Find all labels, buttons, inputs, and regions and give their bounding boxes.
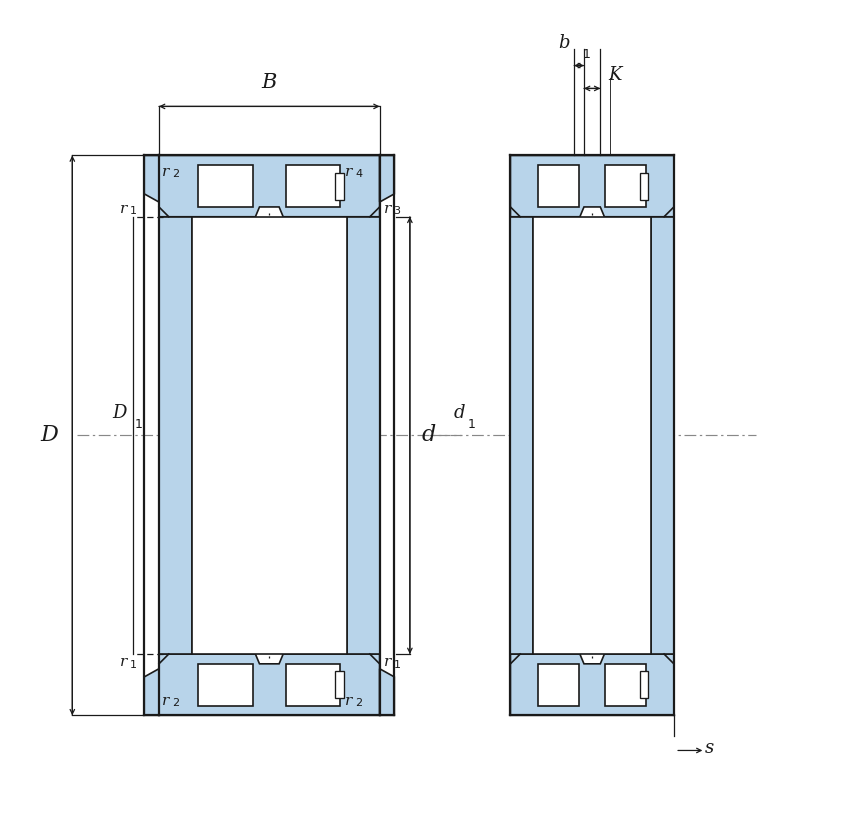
Text: r: r [162,165,170,178]
Polygon shape [510,654,674,716]
Text: 1: 1 [135,419,142,431]
Polygon shape [651,217,674,654]
Polygon shape [159,217,192,654]
Text: r: r [383,656,391,669]
Text: r: r [119,202,127,215]
Text: r: r [346,694,352,707]
Text: r: r [346,165,352,178]
Polygon shape [198,165,252,207]
Polygon shape [606,664,646,706]
Polygon shape [606,165,646,207]
Polygon shape [379,669,394,716]
Polygon shape [145,155,159,202]
Text: b: b [558,34,570,53]
Polygon shape [286,165,340,207]
Text: s: s [705,739,714,757]
Text: r: r [162,694,170,707]
Polygon shape [639,173,648,199]
Polygon shape [159,155,379,217]
Text: 2: 2 [172,169,179,179]
Polygon shape [510,155,674,217]
Polygon shape [533,217,651,654]
Text: 4: 4 [355,169,362,179]
Text: d: d [421,425,436,446]
Polygon shape [639,671,648,698]
Polygon shape [538,165,579,207]
Text: B: B [262,73,277,92]
Polygon shape [145,669,159,716]
Polygon shape [336,671,344,698]
Polygon shape [159,654,379,716]
Polygon shape [510,217,533,654]
Text: r: r [119,656,127,669]
Text: 1: 1 [130,206,136,216]
Polygon shape [379,155,394,202]
Polygon shape [538,664,579,706]
Text: D: D [40,425,58,446]
Text: r: r [383,202,391,215]
Polygon shape [286,664,340,706]
Text: D: D [112,404,126,422]
Text: d: d [453,404,465,422]
Text: 1: 1 [394,660,400,670]
Polygon shape [336,173,344,199]
Text: 1: 1 [468,419,476,431]
Text: 1: 1 [582,48,590,62]
Text: 1: 1 [130,660,136,670]
Text: 2: 2 [355,698,362,708]
Text: 3: 3 [394,206,400,216]
Polygon shape [347,217,379,654]
Text: 2: 2 [172,698,179,708]
Text: K: K [609,67,622,84]
Polygon shape [192,217,347,654]
Polygon shape [198,664,252,706]
